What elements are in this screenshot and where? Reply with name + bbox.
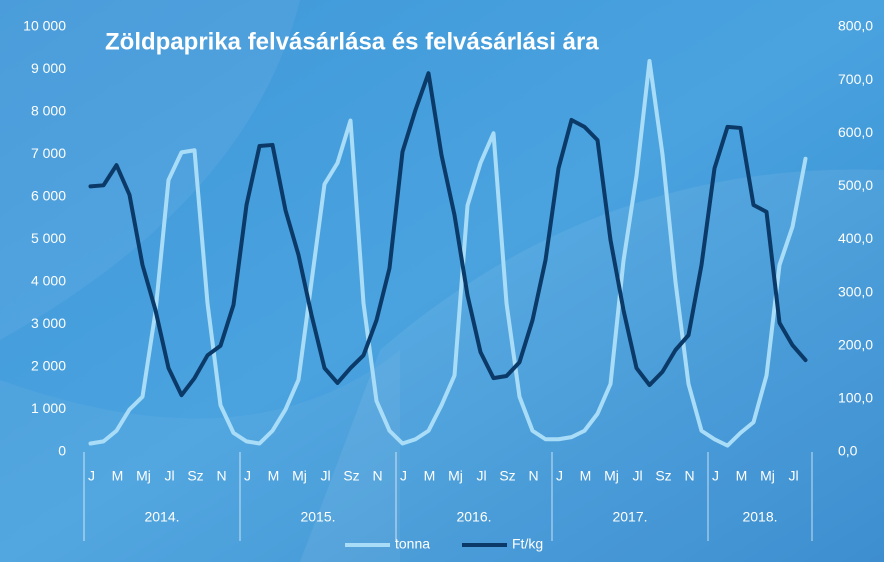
y2-tick-label: 200,0 (838, 336, 873, 352)
y-tick-label: 3 000 (31, 315, 66, 331)
x-tick-label: M (112, 468, 124, 484)
y2-tick-label: 500,0 (838, 177, 873, 193)
x-tick-label: Sz (187, 468, 203, 484)
x-tick-label: Sz (343, 468, 359, 484)
y2-tick-label: 0,0 (838, 443, 858, 459)
x-group-label: 2018. (742, 509, 777, 525)
x-tick-label: Sz (655, 468, 671, 484)
x-tick-label: Jl (632, 468, 642, 484)
legend-label: tonna (395, 536, 430, 552)
page: {"chart_data": { "type": "line", "title"… (0, 0, 884, 562)
y-tick-label: 4 000 (31, 273, 66, 289)
y2-tick-label: 300,0 (838, 283, 873, 299)
x-tick-label: M (424, 468, 436, 484)
x-tick-label: J (400, 468, 407, 484)
y-tick-label: 10 000 (23, 18, 66, 34)
y2-tick-label: 800,0 (838, 18, 873, 34)
x-group-label: 2017. (612, 509, 647, 525)
x-tick-label: J (556, 468, 563, 484)
x-tick-label: N (684, 468, 694, 484)
x-group-label: 2014. (144, 509, 179, 525)
y-tick-label: 2 000 (31, 358, 66, 374)
x-group-label: 2015. (300, 509, 335, 525)
y-tick-label: 5 000 (31, 230, 66, 246)
x-tick-label: J (88, 468, 95, 484)
x-tick-label: N (372, 468, 382, 484)
x-tick-label: J (244, 468, 251, 484)
chart-title: Zöldpaprika felvásárlása és felvásárlási… (105, 28, 599, 55)
x-tick-label: Jl (164, 468, 174, 484)
y2-tick-label: 400,0 (838, 230, 873, 246)
x-tick-label: Jl (788, 468, 798, 484)
y-tick-label: 7 000 (31, 145, 66, 161)
chart: Zöldpaprika felvásárlása és felvásárlási… (0, 0, 884, 562)
x-tick-label: N (216, 468, 226, 484)
y-tick-label: 0 (58, 443, 66, 459)
y-tick-label: 9 000 (31, 60, 66, 76)
y-tick-label: 6 000 (31, 188, 66, 204)
x-tick-label: Sz (499, 468, 515, 484)
x-tick-label: N (528, 468, 538, 484)
x-tick-label: Mj (448, 468, 463, 484)
x-group-label: 2016. (456, 509, 491, 525)
y2-tick-label: 100,0 (838, 390, 873, 406)
x-tick-label: J (712, 468, 719, 484)
y-tick-label: 8 000 (31, 103, 66, 119)
y2-tick-label: 700,0 (838, 71, 873, 87)
x-tick-label: M (736, 468, 748, 484)
x-tick-label: Mj (604, 468, 619, 484)
x-tick-label: Jl (320, 468, 330, 484)
y2-tick-label: 600,0 (838, 124, 873, 140)
x-tick-label: Mj (136, 468, 151, 484)
y-tick-label: 1 000 (31, 400, 66, 416)
x-tick-label: M (580, 468, 592, 484)
x-tick-label: M (268, 468, 280, 484)
x-tick-label: Jl (476, 468, 486, 484)
x-tick-label: Mj (292, 468, 307, 484)
legend-label: Ft/kg (512, 536, 543, 552)
x-tick-label: Mj (760, 468, 775, 484)
